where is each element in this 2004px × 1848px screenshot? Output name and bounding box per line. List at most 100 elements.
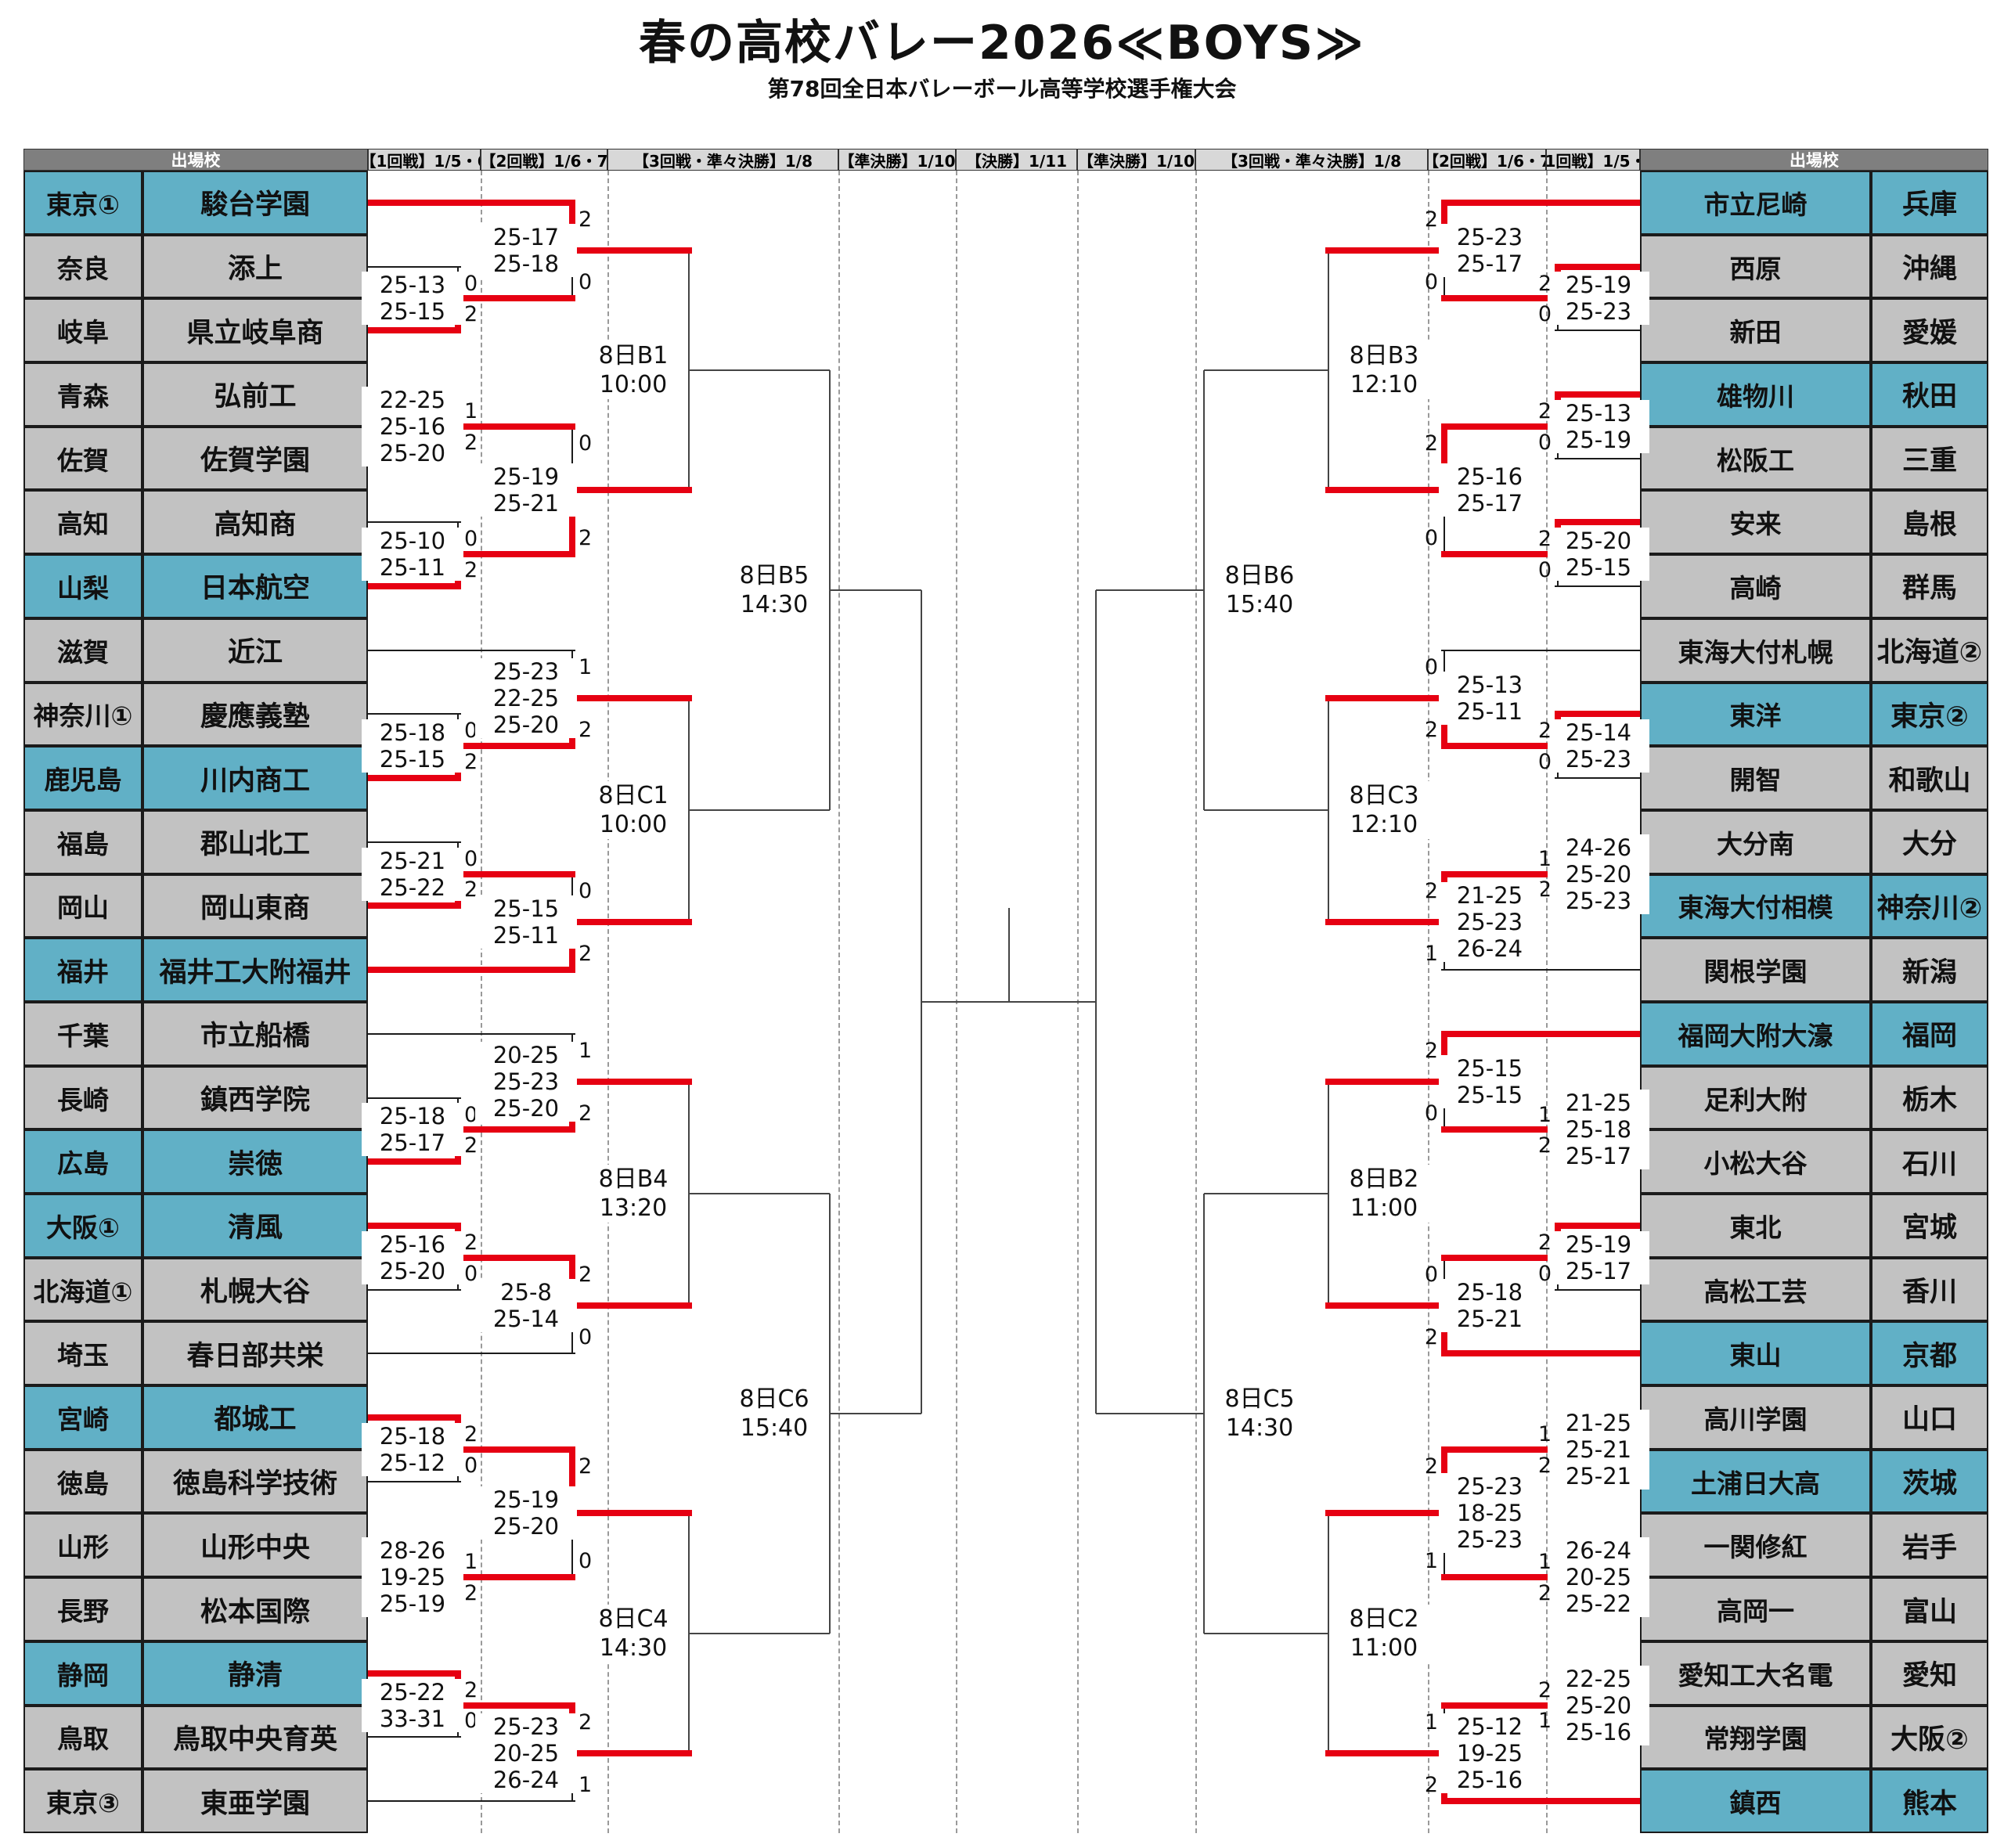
set-count: 0 <box>464 846 478 871</box>
team-pref: 青森 <box>23 362 142 427</box>
set-count: 2 <box>464 1421 478 1446</box>
bracket-line <box>689 369 830 372</box>
team-school: 高知商 <box>142 490 368 555</box>
team-pref: 東京① <box>23 171 142 235</box>
bracket-line <box>1441 551 1561 558</box>
team-pref: 岩手 <box>1871 1513 1988 1578</box>
bracket-line <box>1555 457 1640 459</box>
set-count: 2 <box>1424 1325 1438 1350</box>
set-count: 2 <box>578 526 593 551</box>
bracket-line <box>368 713 461 715</box>
match-label: 8日C1 10:00 <box>586 780 681 839</box>
team-school: 岡山東商 <box>142 874 368 938</box>
team-pref: 鹿児島 <box>23 746 142 810</box>
set-count: 2 <box>1424 430 1438 456</box>
team-school: 日本航空 <box>142 554 368 618</box>
bracket-line <box>455 551 575 558</box>
match-scores: 25-21 25-22 <box>362 847 463 901</box>
bracket-line <box>1441 1574 1561 1581</box>
set-count: 2 <box>578 1709 593 1735</box>
bracket-line <box>1555 519 1640 526</box>
tournament-title: 春の高校バレー2026≪BOYS≫ <box>639 16 1365 70</box>
team-pref: 群馬 <box>1871 554 1988 618</box>
team-school: 静清 <box>142 1641 368 1706</box>
match-label: 8日C6 15:40 <box>726 1384 822 1443</box>
set-count: 1 <box>1424 1709 1438 1735</box>
bracket-line <box>368 1288 461 1291</box>
team-school: 新田 <box>1640 298 1871 363</box>
bracket-line <box>1204 1632 1328 1634</box>
team-school: 一関修紅 <box>1640 1513 1871 1578</box>
set-count: 0 <box>1424 270 1438 295</box>
match-scores: 20-25 25-23 25-20 <box>475 1042 577 1122</box>
bracket-line <box>1325 1749 1447 1756</box>
team-school: 鎮西学院 <box>142 1065 368 1130</box>
bracket-line <box>1203 370 1205 810</box>
set-count: 0 <box>578 1549 593 1574</box>
team-school: 足利大附 <box>1640 1065 1871 1130</box>
match-scores: 25-22 33-31 <box>362 1678 463 1732</box>
match-label: 8日B6 15:40 <box>1212 561 1307 620</box>
bracket-line <box>368 199 575 206</box>
set-count: 2 <box>1537 1677 1552 1702</box>
team-pref: 奈良 <box>23 234 142 299</box>
column-divider <box>1546 171 1548 1833</box>
set-count: 1 <box>578 1773 593 1798</box>
entry-header-left: 出場校 <box>23 149 368 171</box>
team-pref: 愛知 <box>1871 1641 1988 1706</box>
team-pref: 神奈川② <box>1871 874 1988 938</box>
bracket-line <box>1441 423 1561 430</box>
bracket-line <box>368 582 461 589</box>
match-scores: 25-19 25-23 <box>1548 272 1649 326</box>
team-pref: 静岡 <box>23 1641 142 1706</box>
team-school: 高崎 <box>1640 554 1871 618</box>
match-label: 8日C5 14:30 <box>1212 1384 1307 1443</box>
set-count: 2 <box>464 1581 478 1606</box>
team-school: 高松工芸 <box>1640 1257 1871 1322</box>
match-scores: 25-12 19-25 25-16 <box>1439 1713 1541 1793</box>
bracket-line <box>1555 585 1640 587</box>
team-school: 安来 <box>1640 490 1871 555</box>
match-scores: 22-25 25-16 25-20 <box>362 386 463 467</box>
team-school: 弘前工 <box>142 362 368 427</box>
round-header: 【2回戦】1/6・7 <box>481 149 607 171</box>
match-scores: 24-26 25-20 25-23 <box>1548 834 1649 914</box>
bracket-line <box>1328 1082 1329 1306</box>
team-pref: 秋田 <box>1871 362 1988 427</box>
team-pref: 宮崎 <box>23 1385 142 1450</box>
team-pref: 岡山 <box>23 874 142 938</box>
bracket-line <box>368 1800 575 1803</box>
round-header: 【準決勝】1/10 <box>1077 149 1195 171</box>
set-count: 2 <box>578 1454 593 1479</box>
column-divider <box>838 171 840 1833</box>
column-divider <box>607 171 609 1833</box>
bracket-line <box>1441 1030 1640 1037</box>
team-school: 西原 <box>1640 234 1871 299</box>
team-school: 崇徳 <box>142 1129 368 1194</box>
team-school: 札幌大谷 <box>142 1257 368 1322</box>
set-count: 2 <box>464 1230 478 1255</box>
team-pref: 富山 <box>1871 1577 1988 1641</box>
set-count: 2 <box>464 1133 478 1158</box>
bracket-line <box>1203 1194 1205 1634</box>
set-count: 0 <box>464 1261 478 1286</box>
bracket-line <box>1328 1513 1329 1753</box>
team-pref: 長野 <box>23 1577 142 1641</box>
match-scores: 25-18 25-21 <box>1439 1278 1541 1332</box>
set-count: 2 <box>1537 1581 1552 1606</box>
match-scores: 25-16 25-20 <box>362 1230 463 1284</box>
bracket-line <box>368 967 575 974</box>
bracket-line <box>1007 907 1010 1002</box>
set-count: 2 <box>464 877 478 902</box>
team-school: 春日部共栄 <box>142 1321 368 1386</box>
team-pref: 東京② <box>1871 682 1988 747</box>
bracket-line <box>455 1446 575 1453</box>
team-school: 小松大谷 <box>1640 1129 1871 1194</box>
bracket-line <box>1204 369 1328 372</box>
bracket-line <box>569 918 692 925</box>
set-count: 0 <box>1537 430 1552 455</box>
bracket-line <box>1204 1193 1328 1195</box>
set-count: 2 <box>1424 1038 1438 1063</box>
team-school: 佐賀学園 <box>142 426 368 491</box>
match-scores: 21-25 25-23 26-24 <box>1439 881 1541 962</box>
